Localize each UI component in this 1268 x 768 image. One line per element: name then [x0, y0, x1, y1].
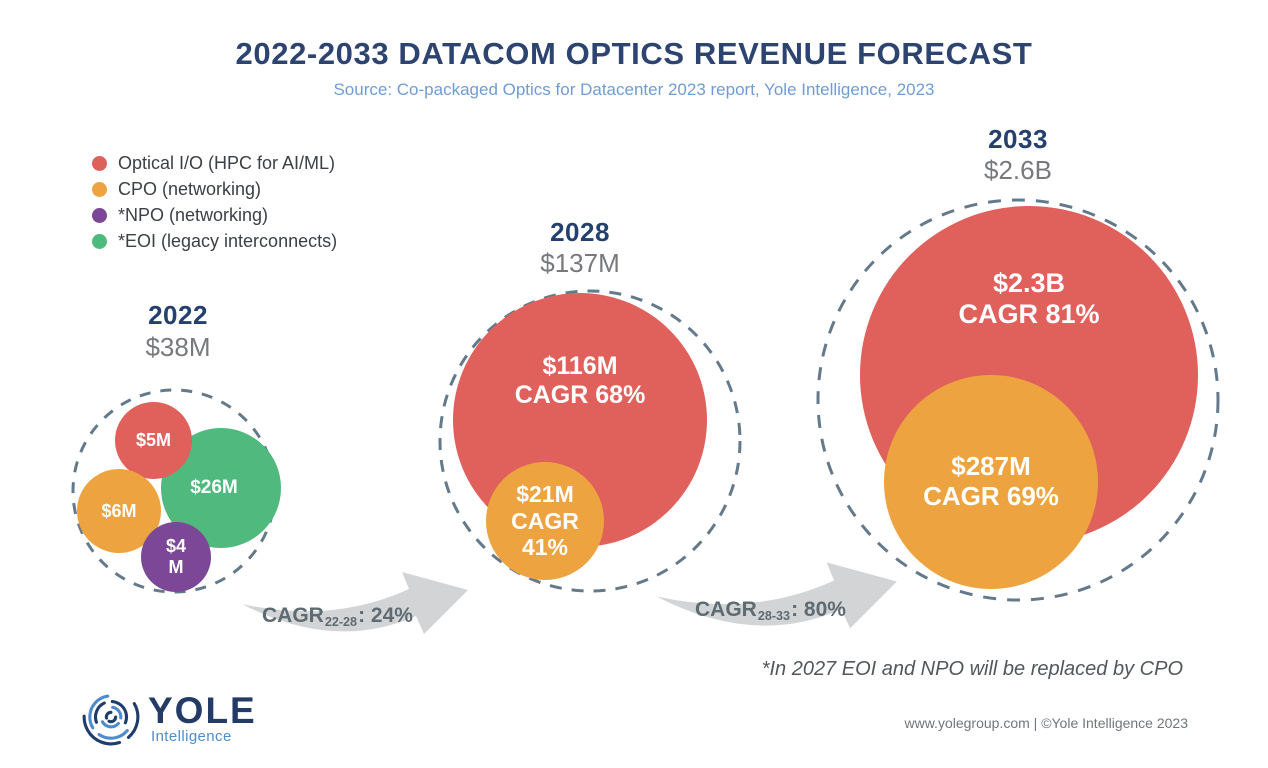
cagr-label-value: : 24% [358, 604, 413, 627]
cagr-label-subscript: 28-33 [757, 609, 791, 624]
growth-arrow-shape [242, 572, 468, 634]
yole-logo-wordmark: YOLE [148, 690, 257, 731]
group-2028-total-label: $137M [540, 248, 620, 278]
bubble-npo-2022: $4 M [141, 522, 211, 592]
bubble-value-label: $2.3B CAGR 81% [958, 267, 1100, 329]
bubble-value-label: $21M CAGR 41% [511, 481, 579, 561]
cagr-label-base: CAGR [695, 598, 757, 621]
cagr-22-28-label: CAGR22-28: 24% [262, 604, 413, 630]
legend: Optical I/O (HPC for AI/ML) CPO (network… [92, 150, 337, 254]
cagr-label-subscript: 22-28 [324, 615, 358, 630]
cagr-28-33-label: CAGR28-33: 80% [695, 598, 846, 624]
legend-item-cpo: CPO (networking) [92, 176, 337, 202]
group-2028-year-label: 2028 [550, 217, 610, 247]
bubble-value-label: $287M CAGR 69% [923, 451, 1059, 511]
bubble-cpo-2028: $21M CAGR 41% [486, 462, 604, 580]
page-title: 2022-2033 DATACOM OPTICS REVENUE FORECAS… [235, 36, 1033, 71]
source-subtitle: Source: Co-packaged Optics for Datacente… [333, 80, 935, 99]
dashed-ring-2033 [816, 198, 1220, 602]
group-2033-total-label: $2.6B [984, 155, 1052, 185]
group-2033-year-label: 2033 [988, 124, 1048, 154]
growth-arrow-shape [656, 562, 897, 629]
legend-swatch-eoi [92, 233, 107, 249]
cagr-label-base: CAGR [262, 604, 324, 627]
legend-label: *NPO (networking) [118, 204, 269, 225]
yole-logo-subtext: Intelligence [151, 728, 232, 745]
legend-item-optical-io: Optical I/O (HPC for AI/ML) [92, 150, 337, 176]
legend-label: CPO (networking) [118, 178, 262, 199]
legend-swatch-cpo [92, 181, 107, 197]
bubble-value-label: $26M [190, 477, 238, 499]
legend-item-eoi: *EOI (legacy interconnects) [92, 228, 337, 254]
group-2022-total-label: $38M [145, 332, 211, 362]
cagr-label-value: : 80% [791, 598, 846, 621]
legend-item-npo: *NPO (networking) [92, 202, 337, 228]
dashed-ring-2028 [438, 289, 742, 593]
legend-swatch-npo [92, 207, 107, 223]
legend-label: *EOI (legacy interconnects) [118, 230, 338, 251]
bubble-value-label: $5M [135, 430, 171, 451]
copyright-credit: www.yolegroup.com | ©Yole Intelligence 2… [904, 715, 1189, 731]
bubble-cpo-2033: $287M CAGR 69% [884, 375, 1098, 589]
bubble-value-label: $116M CAGR 68% [514, 352, 646, 409]
bubble-optical-io-2022: $5M [115, 402, 192, 479]
growth-arrow-28-33-icon [656, 562, 897, 629]
bubble-value-label: $4 M [165, 536, 187, 577]
footnote: *In 2027 EOI and NPO will be replaced by… [761, 658, 1183, 680]
growth-arrow-22-28-icon [242, 572, 468, 634]
legend-swatch-optical-io [92, 155, 107, 171]
group-2022-year-label: 2022 [148, 300, 208, 330]
yole-logo-icon [82, 688, 140, 746]
bubble-value-label: $6M [101, 500, 137, 521]
legend-label: Optical I/O (HPC for AI/ML) [118, 152, 336, 173]
